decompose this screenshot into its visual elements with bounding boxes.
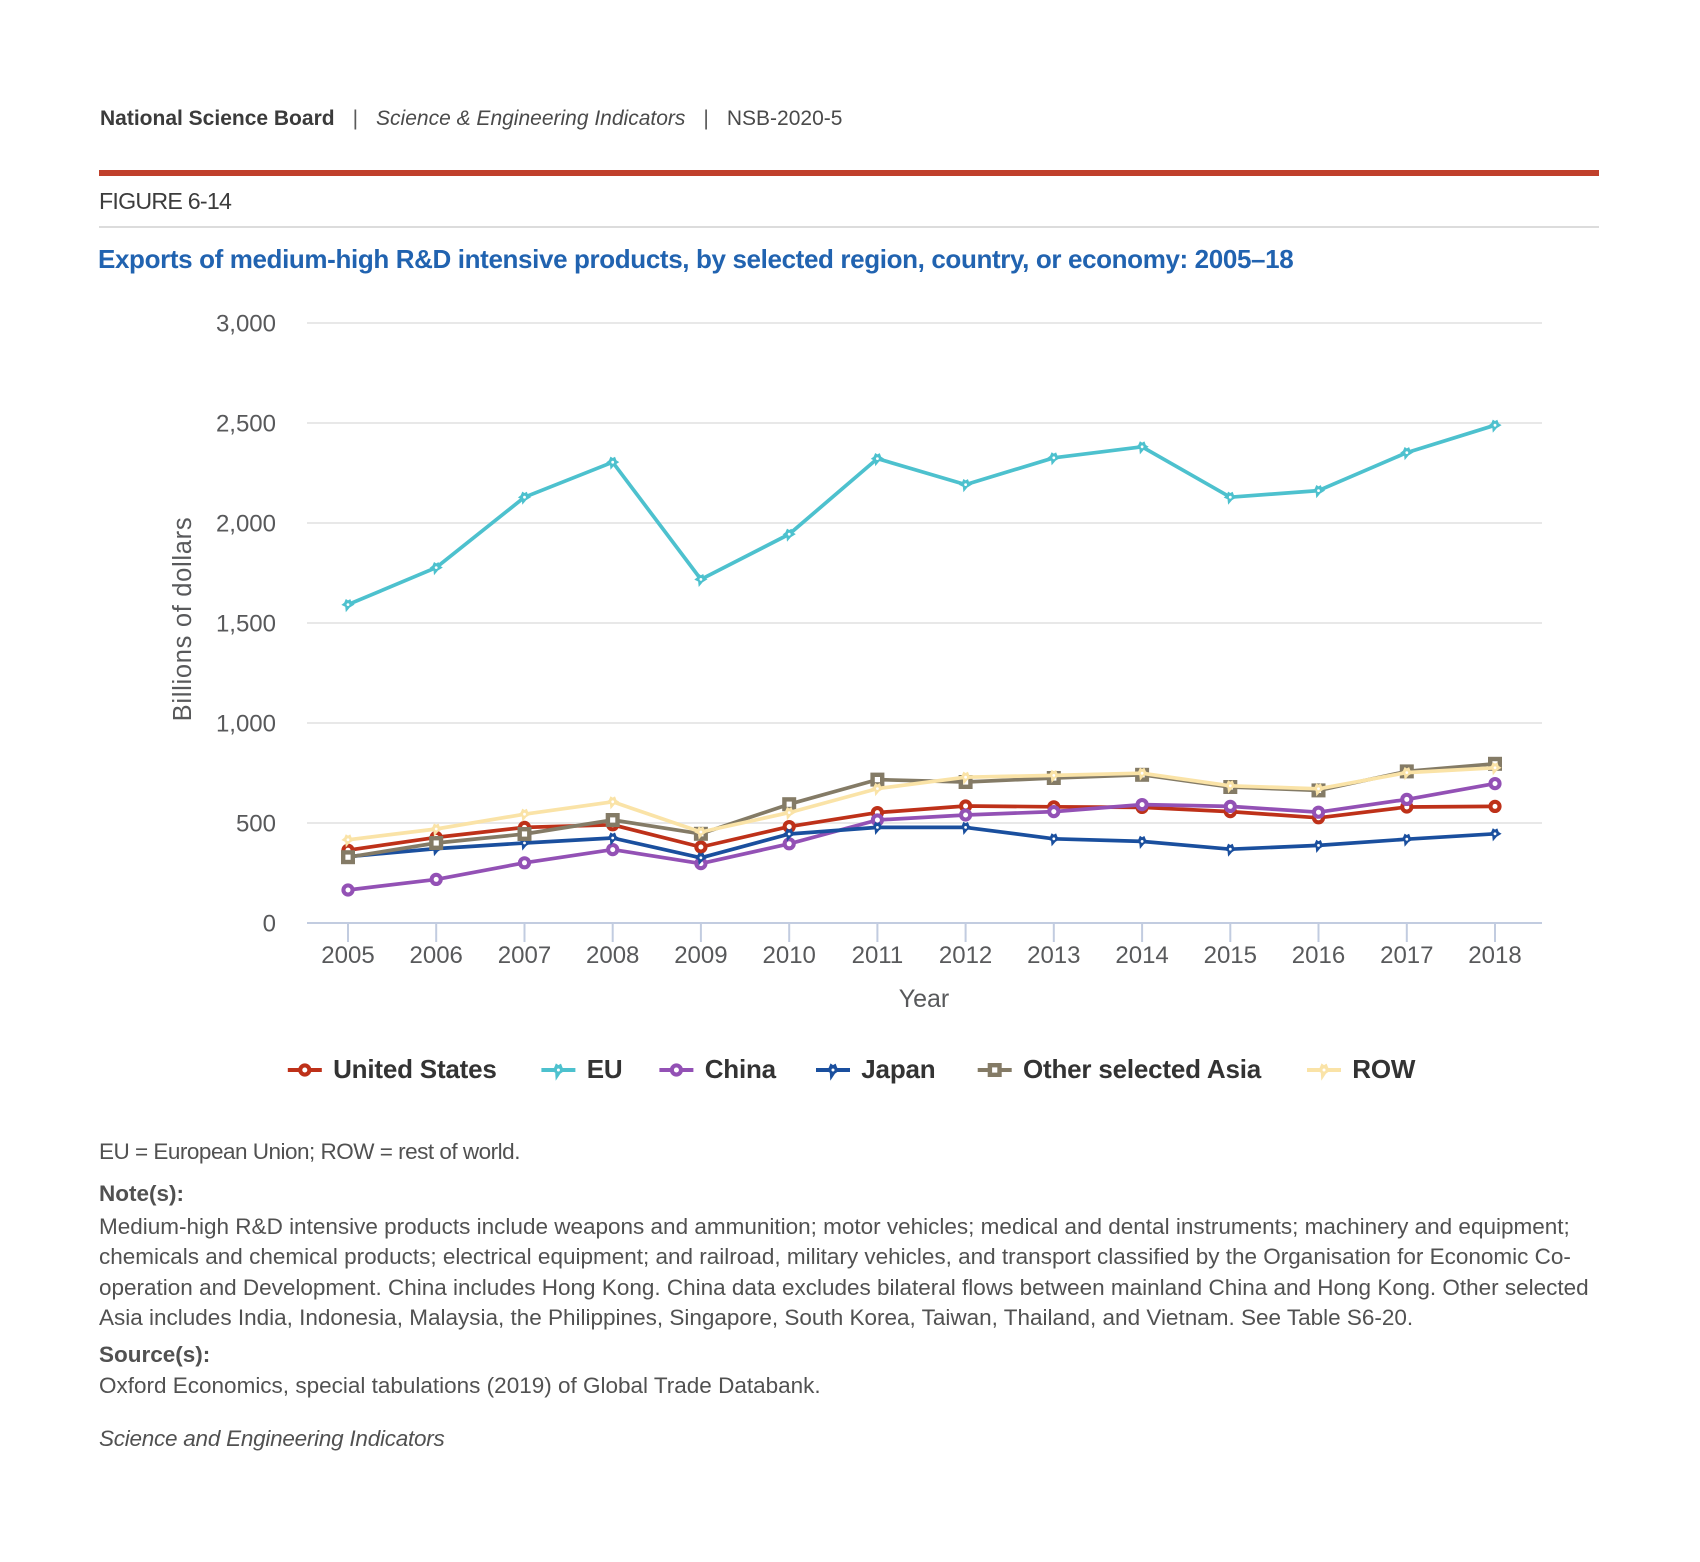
svg-text:0: 0: [263, 911, 276, 938]
svg-text:Japan: Japan: [861, 1054, 935, 1084]
svg-text:3,000: 3,000: [216, 311, 276, 338]
svg-text:EU: EU: [587, 1054, 623, 1084]
svg-text:500: 500: [236, 811, 276, 838]
svg-text:1,000: 1,000: [216, 711, 276, 738]
svg-text:2,500: 2,500: [216, 411, 276, 438]
svg-text:China: China: [705, 1054, 777, 1084]
svg-text:2015: 2015: [1204, 942, 1257, 969]
svg-text:2008: 2008: [586, 942, 639, 969]
svg-text:2016: 2016: [1292, 942, 1345, 969]
svg-text:United States: United States: [333, 1054, 497, 1084]
svg-text:Other selected Asia: Other selected Asia: [1023, 1054, 1262, 1084]
svg-text:2018: 2018: [1468, 942, 1521, 969]
svg-text:2012: 2012: [939, 942, 992, 969]
svg-text:2005: 2005: [321, 942, 374, 969]
svg-text:2014: 2014: [1115, 942, 1168, 969]
svg-text:2009: 2009: [674, 942, 727, 969]
svg-text:2011: 2011: [852, 942, 904, 969]
svg-text:Billions of dollars: Billions of dollars: [169, 517, 197, 722]
svg-text:2007: 2007: [498, 942, 551, 969]
svg-text:2017: 2017: [1380, 942, 1433, 969]
svg-text:2006: 2006: [410, 942, 463, 969]
svg-text:2,000: 2,000: [216, 511, 276, 538]
svg-text:Year: Year: [899, 985, 950, 1013]
svg-text:2013: 2013: [1027, 942, 1080, 969]
svg-text:ROW: ROW: [1352, 1054, 1416, 1084]
svg-text:2010: 2010: [763, 942, 816, 969]
svg-text:1,500: 1,500: [216, 611, 276, 638]
